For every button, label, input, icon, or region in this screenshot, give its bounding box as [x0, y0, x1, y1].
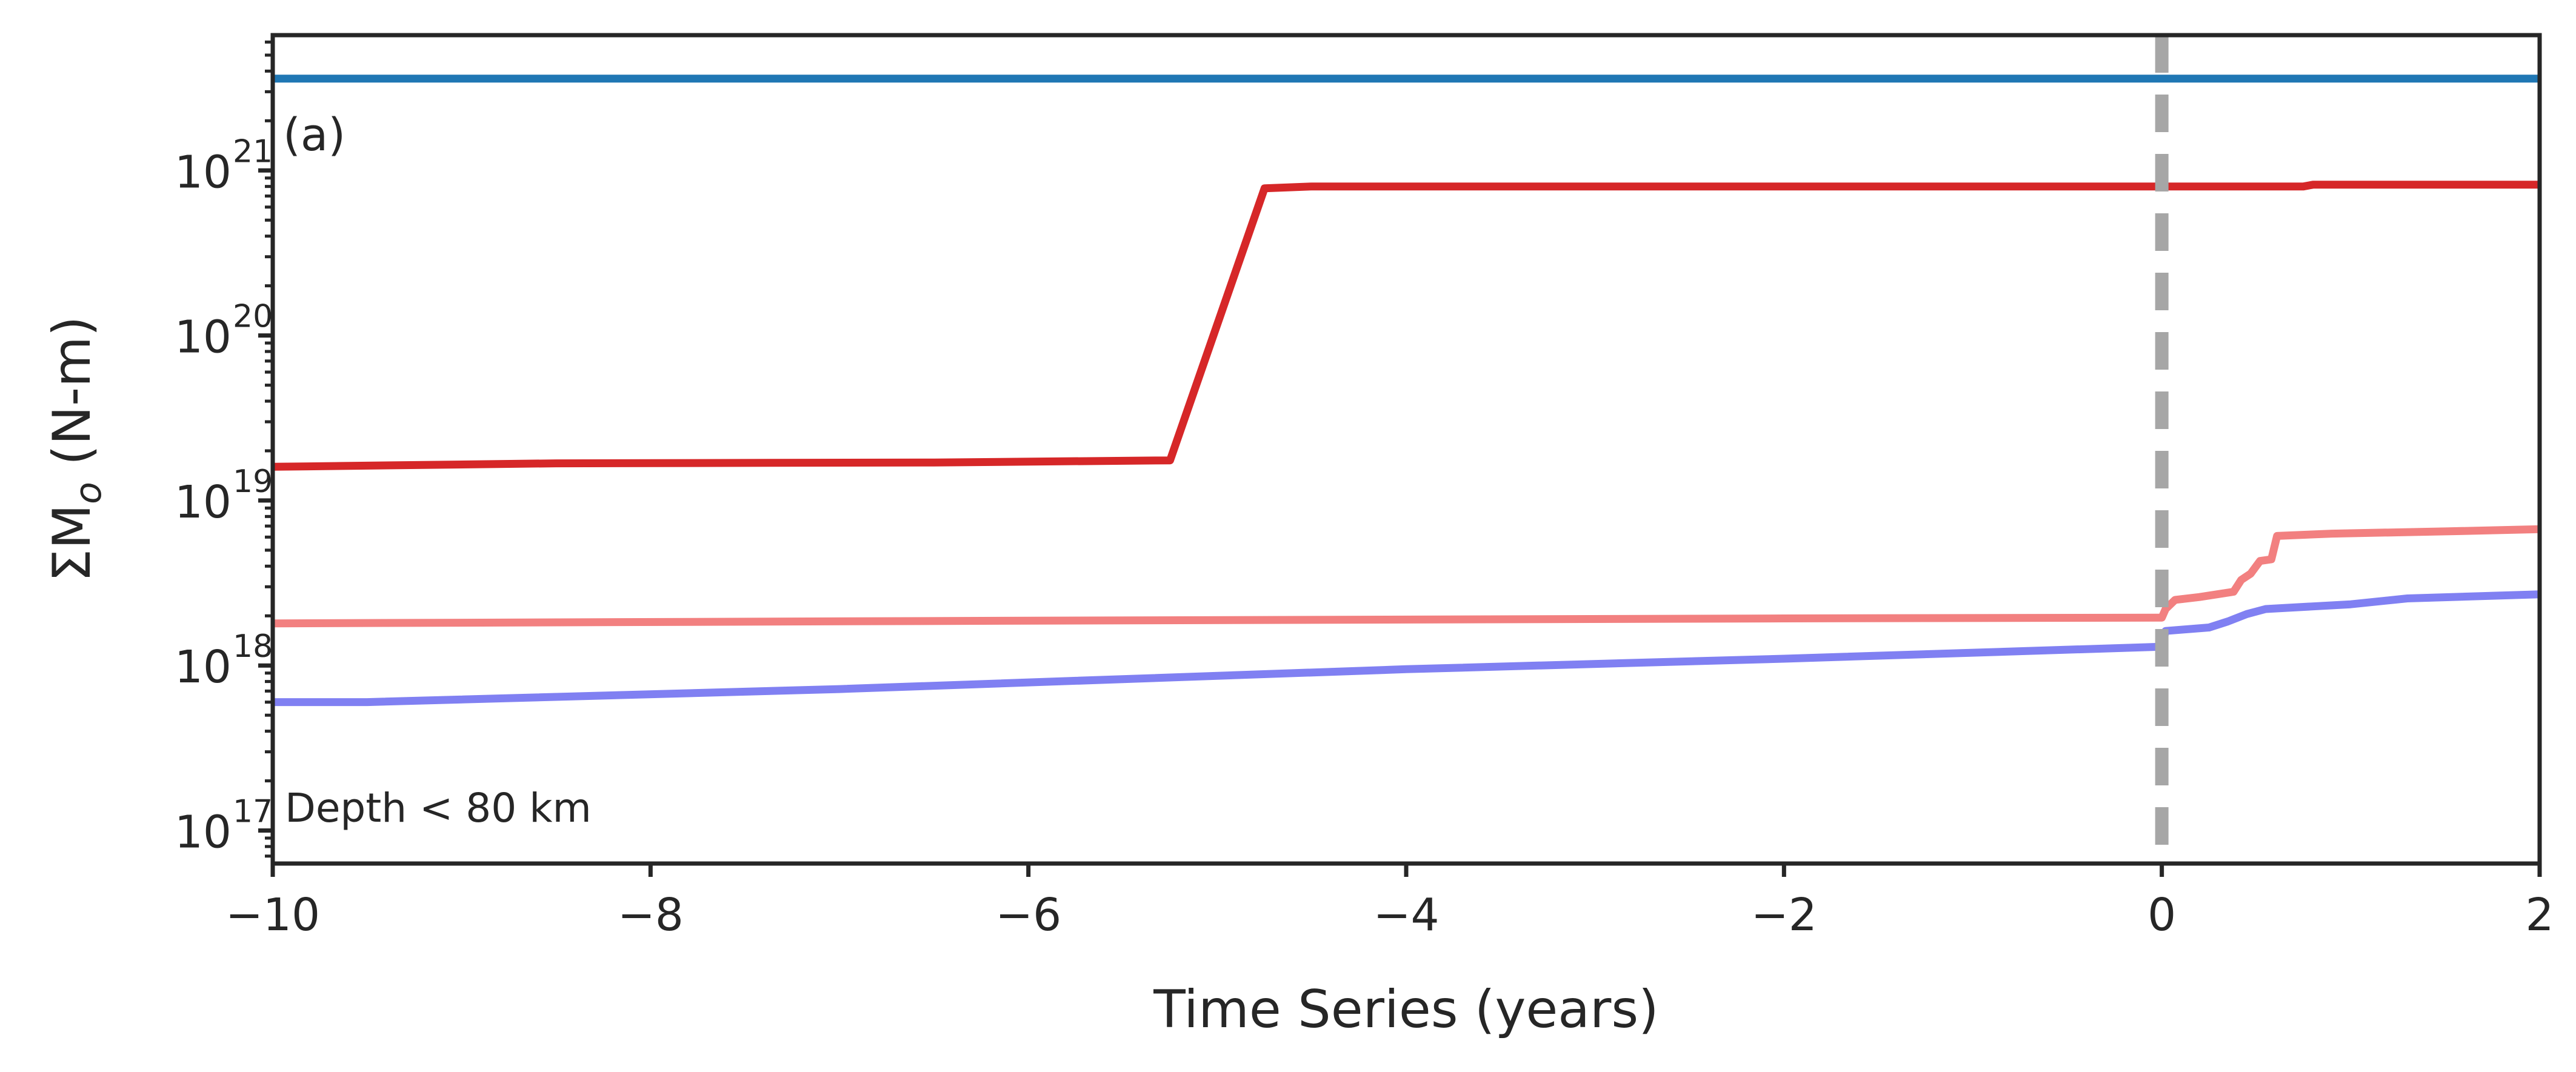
y-tick-label: 10 — [175, 311, 232, 364]
series-line-4 — [273, 590, 2540, 707]
series-line-2 — [273, 181, 2540, 471]
x-axis-ticks: −10 −8 −6 −4 −2 0 2 — [225, 864, 2554, 941]
plot-frame — [270, 33, 2542, 866]
y-tick-label: 10 — [175, 476, 232, 528]
x-tick-label: −6 — [995, 889, 1061, 941]
y-axis-label: ΣMo (N-m) — [42, 316, 110, 582]
x-tick-label: −2 — [1751, 889, 1817, 941]
y-tick-label: 10 — [175, 146, 232, 198]
y-tick-label: 10 — [175, 807, 232, 859]
x-tick-label: 0 — [2147, 889, 2176, 941]
x-tick-label: −10 — [225, 889, 320, 941]
x-tick-label: 2 — [2525, 889, 2554, 941]
y-tick-exponent: 17 — [233, 794, 273, 830]
y-axis-label-subscript: o — [67, 482, 110, 504]
x-tick-label: −4 — [1373, 889, 1439, 941]
x-axis-label: Time Series (years) — [1153, 979, 1658, 1040]
y-tick-label: 10 — [175, 641, 232, 693]
y-tick-exponent: 21 — [233, 133, 273, 170]
y-tick-exponent: 18 — [233, 628, 273, 665]
y-tick-exponent: 20 — [233, 299, 273, 335]
series-layer — [273, 75, 2540, 707]
panel-label: (a) — [283, 109, 345, 161]
y-axis-label-unit: (N-m) — [42, 316, 102, 482]
y-tick-exponent: 19 — [233, 464, 273, 500]
y-axis-label-main: ΣM — [42, 504, 102, 582]
series-line-3 — [273, 525, 2540, 628]
depth-annotation: Depth < 80 km — [285, 785, 592, 831]
x-tick-label: −8 — [618, 889, 684, 941]
